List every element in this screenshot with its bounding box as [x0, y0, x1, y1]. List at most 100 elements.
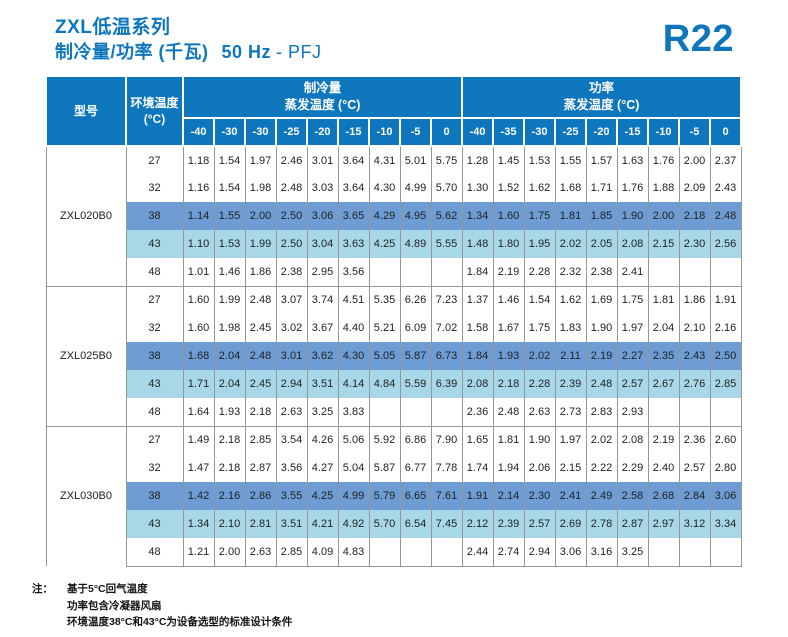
power-cell: 1.97 [616, 314, 648, 342]
cooling-temp-header: -5 [399, 117, 432, 147]
power-cell: 2.35 [647, 342, 679, 370]
power-group-header: 功率 蒸发温度 (°C) [461, 75, 742, 119]
power-cell: 3.06 [709, 482, 742, 510]
power-cell: 1.91 [709, 285, 742, 314]
table-row: 43 1.71 2.04 2.45 2.94 3.51 4.14 4.84 5.59 6.39 2.… [46, 370, 742, 398]
capacity-cell: 1.86 [244, 258, 276, 286]
power-cell: 1.88 [647, 174, 679, 202]
power-cell: 2.06 [523, 454, 555, 482]
note-line: 功率包含冷凝器风扇 [67, 599, 162, 612]
capacity-cell: 6.09 [399, 314, 431, 342]
model-column-header: 型号 [45, 75, 127, 147]
capacity-cell: 3.25 [306, 398, 338, 426]
power-cell [678, 258, 710, 286]
table-row: 48 1.64 1.93 2.18 2.63 3.25 3.83 2.36 2.48 2.63 2.… [46, 398, 742, 426]
power-cell: 2.93 [616, 398, 648, 426]
power-cell: 2.12 [461, 510, 493, 538]
power-cell: 1.84 [461, 342, 493, 370]
power-cell: 2.29 [616, 454, 648, 482]
power-cell: 1.69 [585, 285, 617, 314]
cooling-temp-header: -15 [337, 117, 370, 147]
cooling-temp-header: 0 [430, 117, 463, 147]
power-cell: 2.94 [523, 538, 555, 567]
capacity-cell: 4.31 [368, 145, 400, 174]
power-cell: 3.25 [616, 538, 648, 567]
capacity-cell: 1.14 [182, 202, 214, 230]
capacity-cell: 4.83 [337, 538, 369, 567]
power-cell: 1.45 [492, 145, 524, 174]
capacity-cell: 3.04 [306, 230, 338, 258]
table-row: 32 1.47 2.18 2.87 3.56 4.27 5.04 5.87 6.77 7.78 1.… [46, 454, 742, 482]
capacity-cell: 2.18 [244, 398, 276, 426]
power-cell: 2.84 [678, 482, 710, 510]
cooling-capacity-group-header: 制冷量 蒸发温度 (°C) [182, 75, 463, 119]
power-cell: 3.34 [709, 510, 742, 538]
capacity-cell: 3.56 [275, 454, 307, 482]
capacity-cell: 3.83 [337, 398, 369, 426]
power-cell: 1.90 [585, 314, 617, 342]
ambient-label-line1: 环境温度 [130, 95, 179, 110]
table-row: 32 1.60 1.98 2.45 3.02 3.67 4.40 5.21 6.09 7.02 1.… [46, 314, 742, 342]
capacity-cell: 1.64 [182, 398, 214, 426]
cooling-evap-label: 蒸发温度 (°C) [284, 98, 361, 112]
capacity-cell: 5.55 [430, 230, 462, 258]
ambient-column-header: 环境温度 (°C) [125, 75, 184, 147]
ambient-cell: 48 [125, 538, 183, 567]
capacity-cell: 4.99 [399, 174, 431, 202]
capacity-cell: 2.45 [244, 370, 276, 398]
capacity-power-table: 型号 环境温度 (°C) 制冷量 蒸发温度 (°C) 功率 蒸发温度 (°C) … [45, 75, 742, 567]
note-line: 基于5°C回气温度 [67, 583, 148, 595]
capacity-cell: 2.48 [244, 342, 276, 370]
capacity-cell: 3.67 [306, 314, 338, 342]
power-cell: 2.02 [554, 230, 586, 258]
power-cell: 2.08 [461, 370, 493, 398]
capacity-cell: 1.01 [182, 258, 214, 286]
capacity-cell: 1.49 [182, 425, 214, 454]
power-cell: 2.05 [585, 230, 617, 258]
power-cell: 2.00 [647, 202, 679, 230]
ambient-cell: 38 [125, 202, 183, 230]
capacity-cell: 2.45 [244, 314, 276, 342]
power-cell: 1.90 [616, 202, 648, 230]
capacity-cell: 3.55 [275, 482, 307, 510]
capacity-cell: 1.93 [213, 398, 245, 426]
capacity-cell: 3.56 [337, 258, 369, 286]
capacity-cell: 2.48 [244, 285, 276, 314]
power-cell: 2.43 [709, 174, 742, 202]
capacity-cell: 4.92 [337, 510, 369, 538]
capacity-cell: 1.21 [182, 538, 214, 567]
power-cell: 2.38 [585, 258, 617, 286]
cooling-temp-header: -10 [368, 117, 401, 147]
capacity-cell: 4.30 [337, 342, 369, 370]
power-cell: 2.11 [554, 342, 586, 370]
cooling-temp-header: -30 [244, 117, 277, 147]
capacity-cell: 3.74 [306, 285, 338, 314]
power-cell: 2.97 [647, 510, 679, 538]
capacity-cell: 6.65 [399, 482, 431, 510]
power-cell: 2.36 [678, 425, 710, 454]
power-cell: 2.15 [554, 454, 586, 482]
capacity-cell: 4.51 [337, 285, 369, 314]
power-cell: 2.85 [709, 370, 742, 398]
capacity-cell: 2.85 [275, 538, 307, 567]
capacity-cell [368, 258, 400, 286]
ambient-cell: 32 [125, 454, 183, 482]
cooling-temp-header: -20 [306, 117, 339, 147]
power-cell: 1.83 [554, 314, 586, 342]
capacity-cell: 1.55 [213, 202, 245, 230]
capacity-cell: 1.60 [182, 314, 214, 342]
ambient-cell: 43 [125, 230, 183, 258]
power-cell: 1.74 [461, 454, 493, 482]
power-cell: 1.76 [616, 174, 648, 202]
power-cell: 2.50 [709, 342, 742, 370]
table-row: 48 1.21 2.00 2.63 2.85 4.09 4.83 2.44 2.74 2.94 3.… [46, 538, 742, 567]
table-row: 43 1.10 1.53 1.99 2.50 3.04 3.63 4.25 4.89 5.55 1.… [46, 230, 742, 258]
power-cell: 1.54 [523, 285, 555, 314]
power-cell: 2.67 [647, 370, 679, 398]
power-cell: 1.94 [492, 454, 524, 482]
power-cell: 2.16 [709, 314, 742, 342]
capacity-cell: 1.10 [182, 230, 214, 258]
ambient-cell: 43 [125, 510, 183, 538]
power-cell: 1.34 [461, 202, 493, 230]
